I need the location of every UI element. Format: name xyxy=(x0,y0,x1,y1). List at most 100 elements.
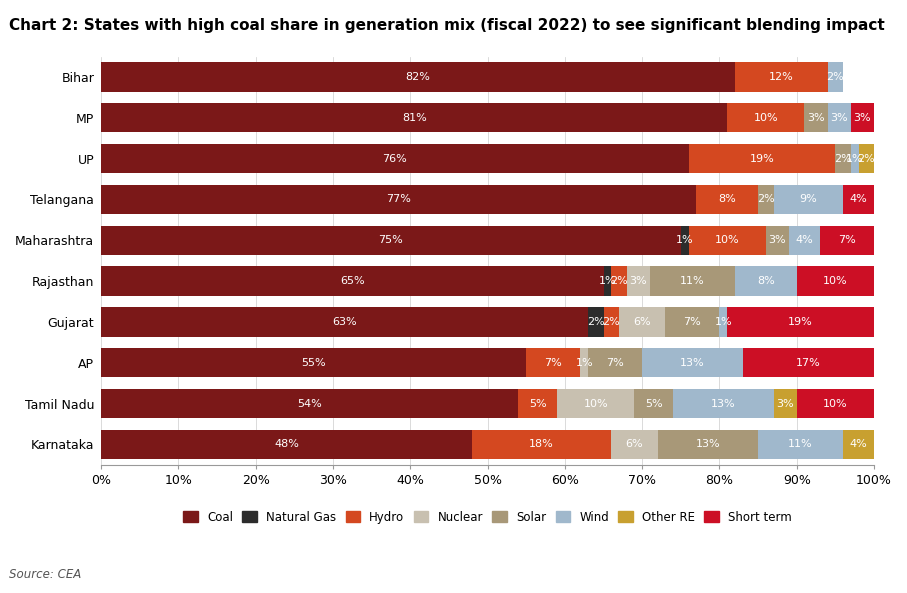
Bar xyxy=(101,184,697,214)
Text: 10%: 10% xyxy=(754,113,778,123)
Bar xyxy=(101,389,519,418)
Text: 75%: 75% xyxy=(378,235,404,246)
Bar xyxy=(634,389,673,418)
Text: 1%: 1% xyxy=(676,235,694,246)
Bar xyxy=(519,389,557,418)
Text: 3%: 3% xyxy=(807,113,824,123)
Bar xyxy=(101,144,688,173)
Text: 9%: 9% xyxy=(799,195,817,205)
Text: 3%: 3% xyxy=(853,113,872,123)
Text: 10%: 10% xyxy=(823,398,848,409)
Bar xyxy=(828,62,844,92)
Text: 7%: 7% xyxy=(544,358,562,368)
Bar xyxy=(758,184,774,214)
Bar xyxy=(697,184,758,214)
Text: 7%: 7% xyxy=(606,358,624,368)
Bar xyxy=(101,225,681,255)
Bar xyxy=(611,430,658,459)
Bar xyxy=(766,225,789,255)
Bar xyxy=(835,144,851,173)
Text: 2%: 2% xyxy=(602,317,620,327)
Text: Chart 2: States with high coal share in generation mix (fiscal 2022) to see sign: Chart 2: States with high coal share in … xyxy=(9,18,885,33)
Text: 1%: 1% xyxy=(575,358,593,368)
Text: 55%: 55% xyxy=(301,358,326,368)
Text: 5%: 5% xyxy=(645,398,663,409)
Text: 13%: 13% xyxy=(711,398,736,409)
Text: 19%: 19% xyxy=(749,154,775,164)
Bar xyxy=(774,184,844,214)
Bar xyxy=(658,430,758,459)
Text: 3%: 3% xyxy=(776,398,794,409)
Text: 4%: 4% xyxy=(795,235,814,246)
Text: 4%: 4% xyxy=(850,439,867,449)
Bar xyxy=(650,266,735,296)
Legend: Coal, Natural Gas, Hydro, Nuclear, Solar, Wind, Other RE, Short term: Coal, Natural Gas, Hydro, Nuclear, Solar… xyxy=(179,506,796,528)
Bar xyxy=(588,307,603,337)
Bar xyxy=(673,389,774,418)
Text: 81%: 81% xyxy=(402,113,426,123)
Bar xyxy=(619,307,666,337)
Text: 8%: 8% xyxy=(718,195,736,205)
Text: 19%: 19% xyxy=(788,317,813,327)
Text: 4%: 4% xyxy=(850,195,867,205)
Bar xyxy=(727,103,805,132)
Text: 8%: 8% xyxy=(757,276,775,286)
Bar xyxy=(789,225,820,255)
Bar xyxy=(859,144,874,173)
Bar xyxy=(473,430,611,459)
Text: 2%: 2% xyxy=(587,317,605,327)
Text: 7%: 7% xyxy=(838,235,856,246)
Text: 48%: 48% xyxy=(274,439,299,449)
Text: 2%: 2% xyxy=(610,276,628,286)
Text: 77%: 77% xyxy=(386,195,411,205)
Bar xyxy=(101,103,727,132)
Bar xyxy=(774,389,796,418)
Bar xyxy=(603,307,619,337)
Text: 1%: 1% xyxy=(715,317,732,327)
Text: 65%: 65% xyxy=(340,276,365,286)
Bar xyxy=(805,103,828,132)
Bar xyxy=(688,144,835,173)
Text: 10%: 10% xyxy=(715,235,739,246)
Text: 63%: 63% xyxy=(332,317,356,327)
Text: 12%: 12% xyxy=(769,72,794,82)
Bar xyxy=(758,430,844,459)
Text: 3%: 3% xyxy=(831,113,848,123)
Bar xyxy=(719,307,727,337)
Bar xyxy=(851,144,859,173)
Bar xyxy=(101,307,588,337)
Text: 2%: 2% xyxy=(857,154,875,164)
Text: 3%: 3% xyxy=(768,235,786,246)
Bar xyxy=(101,348,526,377)
Text: 13%: 13% xyxy=(680,358,705,368)
Bar xyxy=(611,266,627,296)
Text: Source: CEA: Source: CEA xyxy=(9,568,82,581)
Bar xyxy=(627,266,650,296)
Text: 7%: 7% xyxy=(684,317,701,327)
Text: 1%: 1% xyxy=(846,154,863,164)
Bar xyxy=(796,389,874,418)
Bar xyxy=(735,266,796,296)
Bar xyxy=(735,62,828,92)
Text: 54%: 54% xyxy=(297,398,322,409)
Text: 18%: 18% xyxy=(530,439,554,449)
Bar xyxy=(743,348,874,377)
Bar xyxy=(101,62,735,92)
Text: 5%: 5% xyxy=(529,398,547,409)
Text: 1%: 1% xyxy=(599,276,616,286)
Bar xyxy=(101,430,473,459)
Text: 10%: 10% xyxy=(823,276,848,286)
Bar xyxy=(820,225,874,255)
Bar xyxy=(666,307,719,337)
Bar xyxy=(727,307,874,337)
Bar xyxy=(688,225,766,255)
Bar xyxy=(844,184,874,214)
Bar xyxy=(101,266,603,296)
Text: 2%: 2% xyxy=(757,195,775,205)
Bar xyxy=(526,348,580,377)
Text: 2%: 2% xyxy=(834,154,852,164)
Bar xyxy=(588,348,642,377)
Text: 10%: 10% xyxy=(583,398,608,409)
Text: 11%: 11% xyxy=(788,439,813,449)
Text: 3%: 3% xyxy=(629,276,647,286)
